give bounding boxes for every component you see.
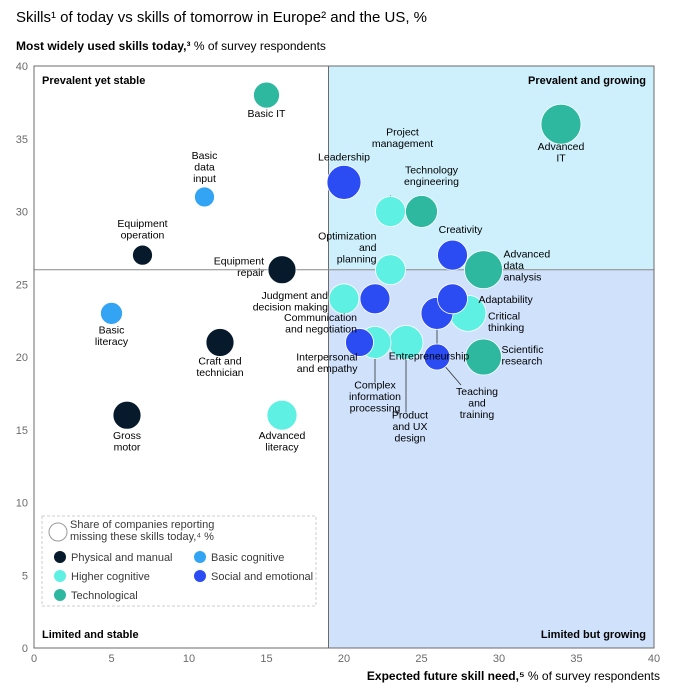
y-axis-label-bold: Most widely used skills today,³ bbox=[16, 39, 191, 53]
legend-entry: Higher cognitive bbox=[71, 571, 150, 583]
size-legend-icon bbox=[48, 522, 68, 542]
legend-entry: Physical and manual bbox=[71, 552, 173, 564]
point-advanced-it bbox=[540, 103, 582, 145]
quadrant-label-bottom-right: Limited but growing bbox=[541, 629, 646, 641]
point-project-management bbox=[375, 196, 406, 227]
x-tick-label: 5 bbox=[108, 653, 114, 665]
x-tick-label: 10 bbox=[183, 653, 195, 665]
point-gross-motor bbox=[112, 400, 142, 430]
point-leadership bbox=[326, 164, 362, 200]
x-tick-label: 40 bbox=[648, 653, 660, 665]
label-equipment-operation: Equipment operation bbox=[117, 218, 167, 242]
y-tick-label: 15 bbox=[16, 425, 28, 437]
point-interpersonal-and-empathy bbox=[345, 328, 374, 357]
label-product-and-ux-design: Product and UX design bbox=[392, 409, 428, 444]
axis-ticks: 0 5 10 15 20 25 30 35 40 0 5 10 15 20 25 30 35 40 bbox=[16, 61, 660, 665]
y-tick-label: 10 bbox=[16, 498, 28, 510]
quadrant-label-top-left: Prevalent yet stable bbox=[42, 75, 145, 87]
y-tick-label: 40 bbox=[16, 61, 28, 73]
point-technology-engineering bbox=[405, 195, 438, 228]
label-judgment-and-decision-making: Judgment and decision making bbox=[253, 290, 328, 314]
legend-box bbox=[41, 515, 317, 607]
legend-swatch bbox=[54, 551, 66, 563]
point-craft-and-technician bbox=[205, 328, 235, 357]
x-axis-label-rest: % of survey respondents bbox=[525, 669, 660, 683]
label-critical-thinking: Critical thinking bbox=[488, 310, 524, 334]
point-basic-literacy bbox=[100, 301, 123, 325]
point-basic-data-input bbox=[194, 186, 215, 208]
point-advanced-data-analysis bbox=[464, 250, 503, 290]
legend-entry: Social and emotional bbox=[211, 571, 313, 583]
point-judgment-and-decision-making bbox=[328, 283, 360, 315]
x-axis-label: Expected future skill need,⁵ % of survey… bbox=[367, 669, 660, 683]
point-advanced-literacy bbox=[266, 399, 298, 431]
label-interpersonal-and-empathy: Interpersonal and empathy bbox=[296, 351, 358, 375]
x-tick-label: 0 bbox=[31, 653, 37, 665]
point-equipment-operation bbox=[132, 244, 153, 266]
point-scientific-research bbox=[465, 338, 502, 376]
quadrant-label-bottom-left: Limited and stable bbox=[42, 629, 139, 641]
quadrant-label-top-right: Prevalent and growing bbox=[528, 75, 646, 87]
label-teaching-and-training: Teaching and training bbox=[456, 386, 498, 421]
point-creativity bbox=[437, 239, 468, 271]
label-leadership: Leadership bbox=[318, 151, 370, 163]
y-tick-label: 5 bbox=[22, 570, 28, 582]
legend-swatch bbox=[54, 589, 66, 601]
label-adaptability: Adaptability bbox=[479, 294, 534, 306]
label-advanced-it: Advanced IT bbox=[538, 141, 585, 165]
label-entrepreneurship: Entrepreneurship bbox=[389, 350, 470, 362]
y-tick-label: 20 bbox=[16, 352, 28, 364]
label-communication-and-negotiation: Communication and negotiation bbox=[284, 312, 357, 336]
point-teaching-and-training bbox=[423, 343, 451, 371]
label-craft-and-technician: Craft and technician bbox=[196, 355, 243, 379]
quadrant-top-right-bg bbox=[328, 66, 654, 270]
point-adaptability bbox=[437, 283, 468, 315]
label-creativity: Creativity bbox=[439, 224, 484, 236]
legend-entry: Technological bbox=[71, 590, 138, 602]
point-basic-it bbox=[253, 81, 280, 109]
label-basic-data-input: Basic data input bbox=[192, 150, 218, 185]
x-axis-label-bold: Expected future skill need,⁵ bbox=[367, 669, 525, 683]
data-points bbox=[100, 81, 582, 431]
label-advanced-literacy: Advanced literacy bbox=[259, 430, 306, 454]
plot-frame bbox=[33, 65, 655, 649]
x-tick-label: 15 bbox=[260, 653, 272, 665]
point-equipment-repair bbox=[267, 255, 297, 285]
legend: Share of companies reporting missing thes… bbox=[41, 515, 317, 607]
x-tick-label: 30 bbox=[493, 653, 505, 665]
size-legend-text: Share of companies reporting missing thes… bbox=[70, 519, 214, 543]
y-tick-label: 25 bbox=[16, 279, 28, 291]
legend-swatch bbox=[194, 551, 206, 563]
label-basic-literacy: Basic literacy bbox=[95, 324, 129, 348]
y-tick-label: 35 bbox=[16, 134, 28, 146]
legend-items: Physical and manual Basic cognitive Higher… bbox=[54, 551, 313, 602]
legend-entry: Basic cognitive bbox=[211, 552, 284, 564]
point-communication-and-negotiation bbox=[359, 283, 391, 315]
label-gross-motor: Gross motor bbox=[113, 430, 141, 454]
label-basic-it: Basic IT bbox=[248, 108, 287, 120]
y-tick-label: 30 bbox=[16, 207, 28, 219]
label-equipment-repair: Equipment repair bbox=[214, 256, 265, 280]
label-advanced-data-analysis: Advanced data analysis bbox=[504, 249, 551, 284]
label-technology-engineering: Technology engineering bbox=[404, 165, 459, 189]
legend-swatch bbox=[54, 570, 66, 582]
x-tick-label: 35 bbox=[570, 653, 582, 665]
data-labels: Basic IT Basic data input Equipment operation… bbox=[95, 108, 585, 454]
x-tick-label: 25 bbox=[415, 653, 427, 665]
point-optimization-and-planning bbox=[375, 254, 406, 286]
quadrant-dividers bbox=[34, 66, 654, 648]
y-axis-label-rest: % of survey respondents bbox=[191, 39, 326, 53]
chart-title: Skills¹ of today vs skills of tomorrow i… bbox=[16, 9, 427, 26]
size-legend-line-1: Share of companies reporting bbox=[70, 519, 214, 531]
label-optimization-and-planning: Optimization and planning bbox=[318, 231, 377, 266]
legend-swatch bbox=[194, 570, 206, 582]
x-tick-label: 20 bbox=[338, 653, 350, 665]
size-legend-line-2: missing these skills today,⁴ % bbox=[70, 531, 214, 543]
label-scientific-research: Scientific research bbox=[502, 344, 544, 368]
label-complex-information-processing: Complex information processing bbox=[349, 379, 401, 414]
y-tick-label: 0 bbox=[22, 643, 28, 655]
y-axis-label: Most widely used skills today,³ % of sur… bbox=[16, 39, 326, 53]
label-project-management: Project management bbox=[372, 127, 433, 151]
